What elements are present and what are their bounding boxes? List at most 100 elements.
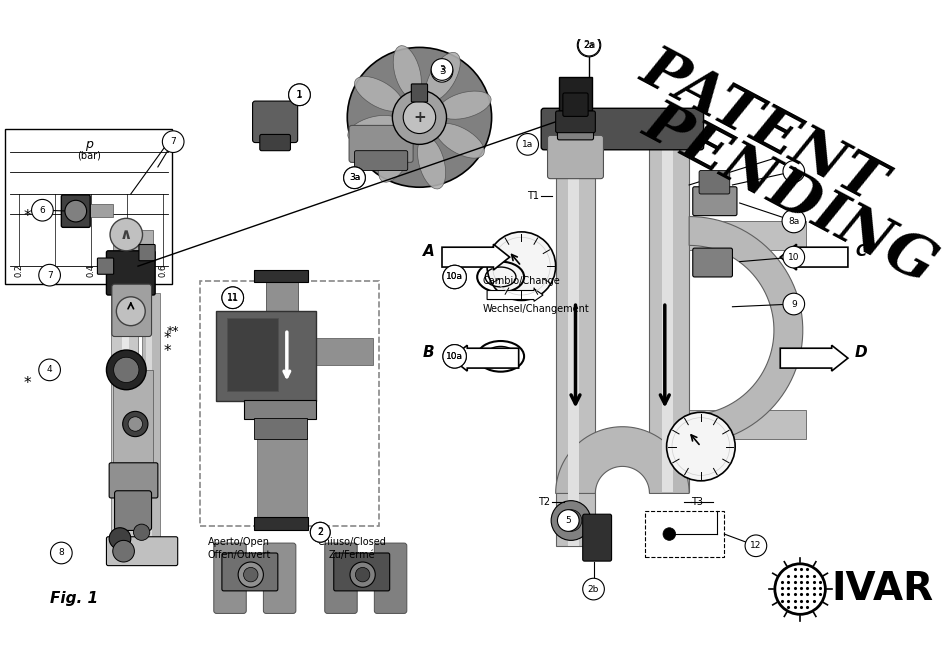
Text: 2b: 2b (587, 585, 599, 594)
Text: 0.5: 0.5 (123, 264, 131, 277)
Circle shape (355, 567, 369, 582)
FancyBboxPatch shape (348, 125, 413, 162)
Text: 0.3: 0.3 (50, 263, 59, 277)
Circle shape (222, 287, 244, 308)
Text: 9: 9 (790, 167, 796, 176)
Circle shape (783, 293, 803, 315)
Circle shape (783, 161, 803, 182)
Bar (662, 140, 672, 492)
Bar (645, 512, 724, 557)
Text: +: + (412, 110, 426, 125)
Bar (688, 410, 805, 440)
Text: 7: 7 (47, 271, 52, 279)
FancyBboxPatch shape (411, 84, 427, 102)
Bar (567, 140, 579, 545)
Bar (257, 438, 307, 526)
Bar (112, 230, 153, 279)
Text: 10a: 10a (446, 352, 463, 361)
FancyArrow shape (486, 289, 543, 301)
Bar (244, 400, 315, 420)
Bar (122, 284, 129, 564)
Text: 12: 12 (749, 542, 761, 550)
Bar (254, 418, 307, 440)
FancyArrow shape (780, 244, 847, 270)
Text: PATENT: PATENT (630, 39, 892, 214)
FancyBboxPatch shape (555, 111, 595, 132)
FancyBboxPatch shape (263, 543, 295, 614)
Text: 1: 1 (296, 90, 302, 99)
Circle shape (516, 134, 538, 155)
Text: PENDING: PENDING (633, 93, 944, 295)
Bar (216, 311, 315, 401)
Bar (112, 370, 153, 469)
Circle shape (162, 131, 184, 152)
Bar (254, 517, 308, 530)
FancyBboxPatch shape (547, 135, 603, 179)
Bar (688, 221, 805, 250)
FancyBboxPatch shape (582, 514, 611, 561)
Circle shape (310, 522, 329, 542)
Bar (142, 293, 160, 545)
FancyBboxPatch shape (107, 537, 177, 565)
Text: 3a: 3a (348, 173, 360, 182)
Text: T3: T3 (690, 497, 703, 508)
Bar (6, 129, 172, 284)
FancyBboxPatch shape (213, 543, 246, 614)
Bar (559, 77, 591, 117)
Text: Chiuso/Closed
Zu/Fermé: Chiuso/Closed Zu/Fermé (317, 537, 386, 560)
Text: 11: 11 (227, 293, 239, 303)
Text: *: * (23, 376, 30, 391)
Bar (266, 279, 297, 316)
Circle shape (107, 350, 146, 390)
Text: ∧: ∧ (120, 227, 132, 242)
Circle shape (344, 167, 365, 189)
Polygon shape (555, 427, 688, 493)
Circle shape (430, 59, 452, 80)
Ellipse shape (378, 134, 413, 182)
Circle shape (582, 578, 604, 600)
Circle shape (550, 500, 590, 540)
Circle shape (128, 417, 143, 431)
Text: 2: 2 (317, 528, 323, 537)
Text: 8a: 8a (787, 216, 799, 226)
Circle shape (39, 359, 60, 381)
Circle shape (109, 218, 143, 251)
Ellipse shape (393, 46, 421, 99)
FancyBboxPatch shape (139, 244, 155, 261)
FancyBboxPatch shape (222, 553, 278, 591)
Text: 9: 9 (790, 299, 796, 308)
Bar (313, 338, 372, 365)
Circle shape (39, 264, 60, 286)
Bar (648, 140, 688, 492)
Circle shape (109, 528, 130, 549)
FancyBboxPatch shape (333, 553, 389, 591)
Circle shape (244, 567, 258, 582)
Text: T1: T1 (526, 191, 539, 201)
Bar (146, 293, 151, 545)
Text: 1a: 1a (522, 140, 533, 149)
Text: (bar): (bar) (77, 151, 101, 161)
Text: Aperto/Open
Offen/Ouvert: Aperto/Open Offen/Ouvert (208, 537, 270, 560)
Circle shape (557, 510, 579, 532)
Text: 10a: 10a (446, 273, 463, 281)
FancyBboxPatch shape (260, 134, 290, 151)
Text: **: ** (167, 324, 179, 338)
Ellipse shape (354, 76, 403, 111)
Circle shape (65, 201, 87, 222)
Circle shape (665, 412, 734, 481)
Circle shape (577, 33, 600, 57)
FancyArrow shape (450, 346, 518, 371)
Text: *: * (163, 344, 170, 359)
Text: Wechsel/Changement: Wechsel/Changement (482, 304, 588, 314)
Ellipse shape (425, 52, 460, 101)
Circle shape (392, 90, 446, 144)
Text: 11: 11 (227, 293, 238, 303)
FancyBboxPatch shape (109, 463, 158, 498)
FancyArrow shape (780, 346, 847, 371)
Circle shape (123, 411, 148, 437)
Circle shape (31, 199, 53, 221)
Circle shape (663, 528, 675, 540)
Polygon shape (688, 216, 802, 444)
Text: 0.2: 0.2 (14, 264, 24, 277)
Ellipse shape (347, 115, 400, 144)
